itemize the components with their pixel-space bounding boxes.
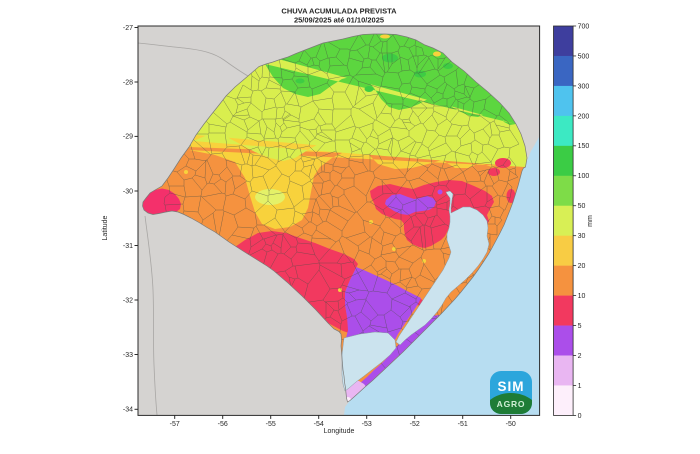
svg-text:CHUVA ACUMULADA PREVISTA: CHUVA ACUMULADA PREVISTA xyxy=(281,7,397,16)
svg-text:-51: -51 xyxy=(458,421,468,428)
svg-text:-57: -57 xyxy=(170,421,180,428)
svg-text:-54: -54 xyxy=(314,421,324,428)
svg-text:300: 300 xyxy=(578,83,590,90)
svg-text:2: 2 xyxy=(578,353,582,360)
svg-text:-55: -55 xyxy=(266,421,276,428)
svg-text:700: 700 xyxy=(578,23,590,30)
svg-text:1: 1 xyxy=(578,383,582,390)
svg-text:5: 5 xyxy=(578,323,582,330)
svg-text:-56: -56 xyxy=(218,421,228,428)
svg-text:0: 0 xyxy=(578,413,582,420)
svg-text:-32: -32 xyxy=(123,297,133,304)
svg-text:Latitude: Latitude xyxy=(102,215,109,240)
svg-text:150: 150 xyxy=(578,143,590,150)
svg-text:10: 10 xyxy=(578,293,586,300)
svg-text:mm: mm xyxy=(587,215,594,227)
svg-text:30: 30 xyxy=(578,233,586,240)
svg-text:-50: -50 xyxy=(506,421,516,428)
svg-text:-52: -52 xyxy=(410,421,420,428)
svg-text:-34: -34 xyxy=(123,407,133,414)
svg-text:-28: -28 xyxy=(123,79,133,86)
svg-text:25/09/2025 até 01/10/2025: 25/09/2025 até 01/10/2025 xyxy=(294,16,384,25)
svg-text:20: 20 xyxy=(578,263,586,270)
svg-text:-31: -31 xyxy=(123,243,133,250)
svg-text:SIM: SIM xyxy=(497,379,524,394)
svg-text:Longitude: Longitude xyxy=(324,428,355,435)
svg-text:200: 200 xyxy=(578,113,590,120)
svg-text:-33: -33 xyxy=(123,352,133,359)
svg-text:500: 500 xyxy=(578,53,590,60)
svg-text:AGRO: AGRO xyxy=(497,399,526,409)
svg-text:-27: -27 xyxy=(123,25,133,32)
svg-text:100: 100 xyxy=(578,173,590,180)
svg-text:-30: -30 xyxy=(123,188,133,195)
svg-text:50: 50 xyxy=(578,203,586,210)
svg-text:-53: -53 xyxy=(362,421,372,428)
svg-text:-29: -29 xyxy=(123,134,133,141)
